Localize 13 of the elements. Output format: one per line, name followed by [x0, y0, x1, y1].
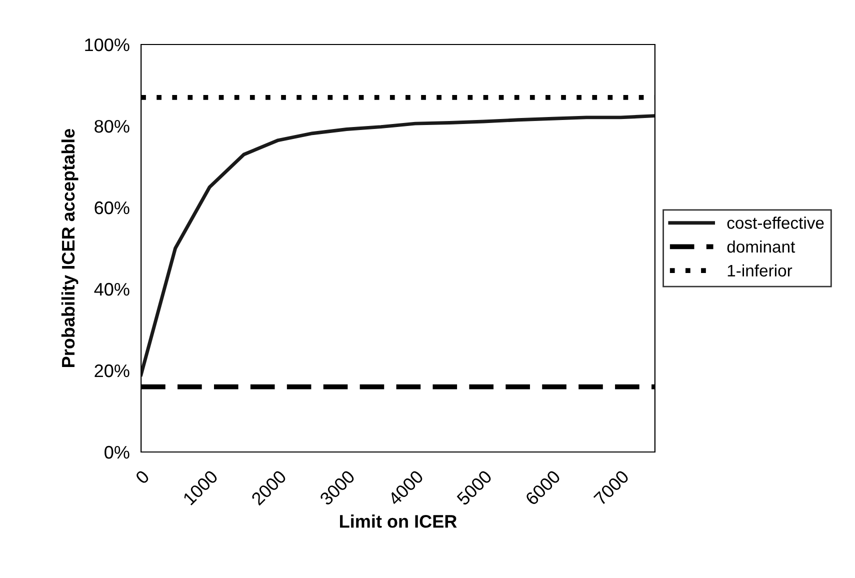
legend-label: 1-inferior — [728, 264, 792, 277]
y-tick-label: 0% — [104, 446, 130, 459]
y-tick-label: 40% — [94, 282, 130, 296]
y-tick-label: 20% — [94, 364, 130, 378]
x-tick-label: 0 — [134, 470, 150, 485]
x-axis-title: Limit on ICER — [340, 514, 457, 528]
y-axis-title: Probability ICER acceptable — [61, 128, 78, 367]
y-tick-label: 80% — [94, 120, 130, 133]
y-tick-label: 100% — [85, 38, 130, 52]
line-series — [141, 114, 655, 376]
legend-label: cost-effective — [727, 216, 824, 229]
legend-label: dominant — [727, 240, 796, 253]
y-tick-label: 60% — [94, 201, 130, 214]
